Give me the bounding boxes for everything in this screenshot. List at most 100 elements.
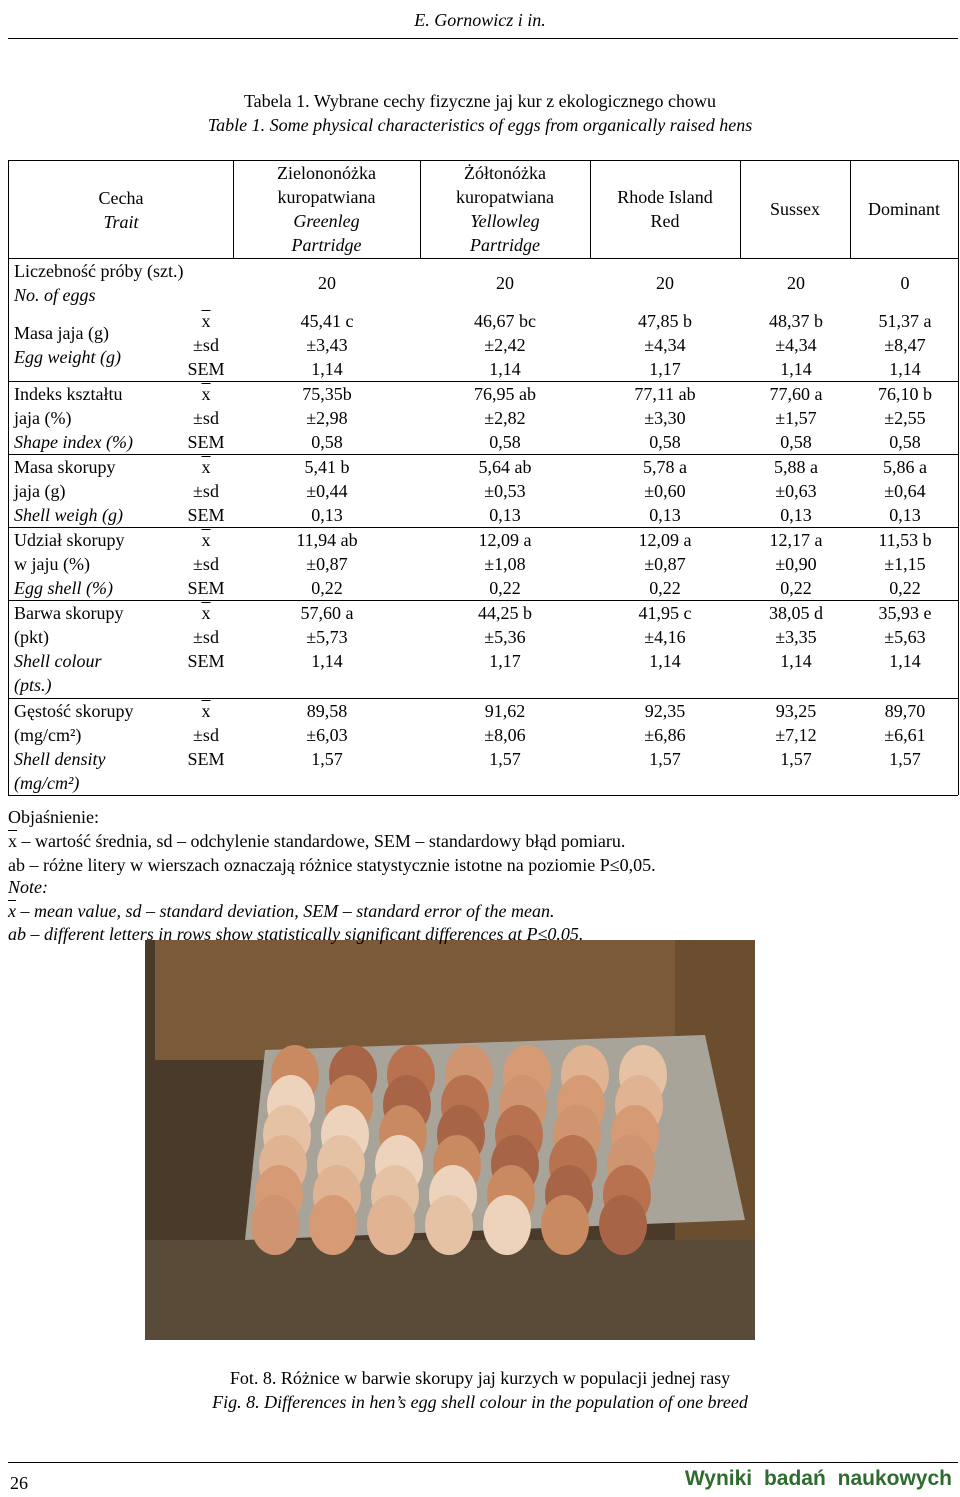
text: 48,37 b bbox=[769, 311, 823, 331]
egg bbox=[483, 1195, 531, 1255]
text: Liczebność próby (szt.) bbox=[14, 261, 184, 281]
text: x bbox=[201, 701, 211, 721]
text: Trait bbox=[103, 212, 139, 232]
text: (mg/cm²) bbox=[14, 725, 82, 745]
text: 11,94 ab bbox=[296, 530, 358, 550]
text: 1,57 bbox=[889, 749, 921, 769]
text: SEM bbox=[187, 359, 225, 379]
text: Masa jaja (g) bbox=[14, 323, 109, 343]
text: Shell colour bbox=[14, 651, 102, 671]
text: 46,67 bc bbox=[474, 311, 536, 331]
text: 47,85 b bbox=[638, 311, 692, 331]
text: ±8,47 bbox=[884, 335, 926, 355]
text: ±1,15 bbox=[884, 554, 926, 574]
text: 0,13 bbox=[889, 505, 921, 525]
egg bbox=[367, 1195, 415, 1255]
text: SEM bbox=[187, 432, 225, 452]
text: ±4,34 bbox=[775, 335, 817, 355]
egg bbox=[541, 1195, 589, 1255]
rule bbox=[740, 160, 741, 258]
text: 20 bbox=[496, 273, 514, 293]
symbol: x bbox=[8, 901, 16, 921]
text: 11,53 b bbox=[878, 530, 932, 550]
text: SEM bbox=[187, 749, 225, 769]
text: 0,58 bbox=[889, 432, 921, 452]
text: Fot. 8. Różnice w barwie skorupy jaj kur… bbox=[229, 1368, 731, 1388]
text: Dominant bbox=[868, 199, 940, 219]
text: 0,13 bbox=[311, 505, 343, 525]
text: Shell density bbox=[14, 749, 106, 769]
text: E. Gornowicz i in. bbox=[414, 10, 546, 30]
text: 0,58 bbox=[311, 432, 343, 452]
text: 0,22 bbox=[780, 578, 812, 598]
text: ±0,87 bbox=[306, 554, 348, 574]
symbol: x bbox=[8, 831, 17, 851]
rule bbox=[590, 160, 591, 258]
rule bbox=[8, 381, 958, 382]
text: 76,95 ab bbox=[474, 384, 536, 404]
text: Indeks kształtu bbox=[14, 384, 123, 404]
text: 0,13 bbox=[489, 505, 521, 525]
text: 1,17 bbox=[489, 651, 521, 671]
text: 20 bbox=[787, 273, 805, 293]
text: 5,78 a bbox=[643, 457, 687, 477]
text: Shell weigh (g) bbox=[14, 505, 123, 525]
text: (pkt) bbox=[14, 627, 49, 647]
egg-photo bbox=[145, 940, 755, 1340]
text: x bbox=[201, 311, 211, 331]
text: x bbox=[201, 530, 211, 550]
text: (mg/cm²) bbox=[14, 773, 80, 793]
text: SEM bbox=[187, 651, 225, 671]
text: ±sd bbox=[193, 408, 219, 428]
text: 1,14 bbox=[780, 651, 812, 671]
text: ±0,53 bbox=[484, 481, 526, 501]
text: ±sd bbox=[193, 481, 219, 501]
text: Wyniki badań naukowych bbox=[684, 1467, 952, 1490]
note-text: ab – different letters in rows show stat… bbox=[8, 924, 584, 944]
text: ±2,98 bbox=[306, 408, 348, 428]
text: x bbox=[201, 603, 211, 623]
rule bbox=[233, 160, 234, 258]
text: 77,60 a bbox=[769, 384, 823, 404]
text: Partridge bbox=[291, 235, 362, 255]
photo-floor bbox=[145, 1240, 755, 1340]
text: 1,57 bbox=[489, 749, 521, 769]
text: ±0,44 bbox=[306, 481, 348, 501]
text: 26 bbox=[10, 1473, 28, 1493]
text: Fig. 8. Differences in hen’s egg shell c… bbox=[212, 1392, 748, 1412]
text: 41,95 c bbox=[638, 603, 692, 623]
text: Tabela 1. Wybrane cechy fizyczne jaj kur… bbox=[243, 91, 717, 111]
text: jaja (%) bbox=[14, 408, 72, 428]
text: Egg shell (%) bbox=[14, 578, 113, 598]
text: 1,14 bbox=[489, 359, 521, 379]
egg bbox=[309, 1195, 357, 1255]
text: Cecha bbox=[98, 188, 144, 208]
text: SEM bbox=[187, 578, 225, 598]
text: 0,22 bbox=[649, 578, 681, 598]
rule bbox=[8, 454, 958, 455]
text: Egg weight (g) bbox=[14, 347, 121, 367]
text: Barwa skorupy bbox=[14, 603, 124, 623]
rule bbox=[8, 527, 958, 528]
text: ±4,34 bbox=[644, 335, 686, 355]
text: 5,64 ab bbox=[478, 457, 532, 477]
text: Rhode Island bbox=[617, 187, 713, 207]
text: ±3,30 bbox=[644, 408, 686, 428]
egg bbox=[425, 1195, 473, 1255]
text: ±5,36 bbox=[484, 627, 526, 647]
text: 5,88 a bbox=[774, 457, 818, 477]
text: Note: bbox=[8, 877, 48, 897]
text: Shape index (%) bbox=[14, 432, 133, 452]
text: ±1,57 bbox=[775, 408, 817, 428]
egg bbox=[599, 1195, 647, 1255]
text: Masa skorupy bbox=[14, 457, 116, 477]
text: 89,58 bbox=[306, 701, 348, 721]
text: 35,93 e bbox=[878, 603, 932, 623]
text: ±6,03 bbox=[306, 725, 348, 745]
text: ±4,16 bbox=[644, 627, 686, 647]
text: 0,58 bbox=[489, 432, 521, 452]
text: 0,58 bbox=[649, 432, 681, 452]
note-line: x – mean value, sd – standard deviation,… bbox=[8, 899, 554, 923]
text: ±6,86 bbox=[644, 725, 686, 745]
